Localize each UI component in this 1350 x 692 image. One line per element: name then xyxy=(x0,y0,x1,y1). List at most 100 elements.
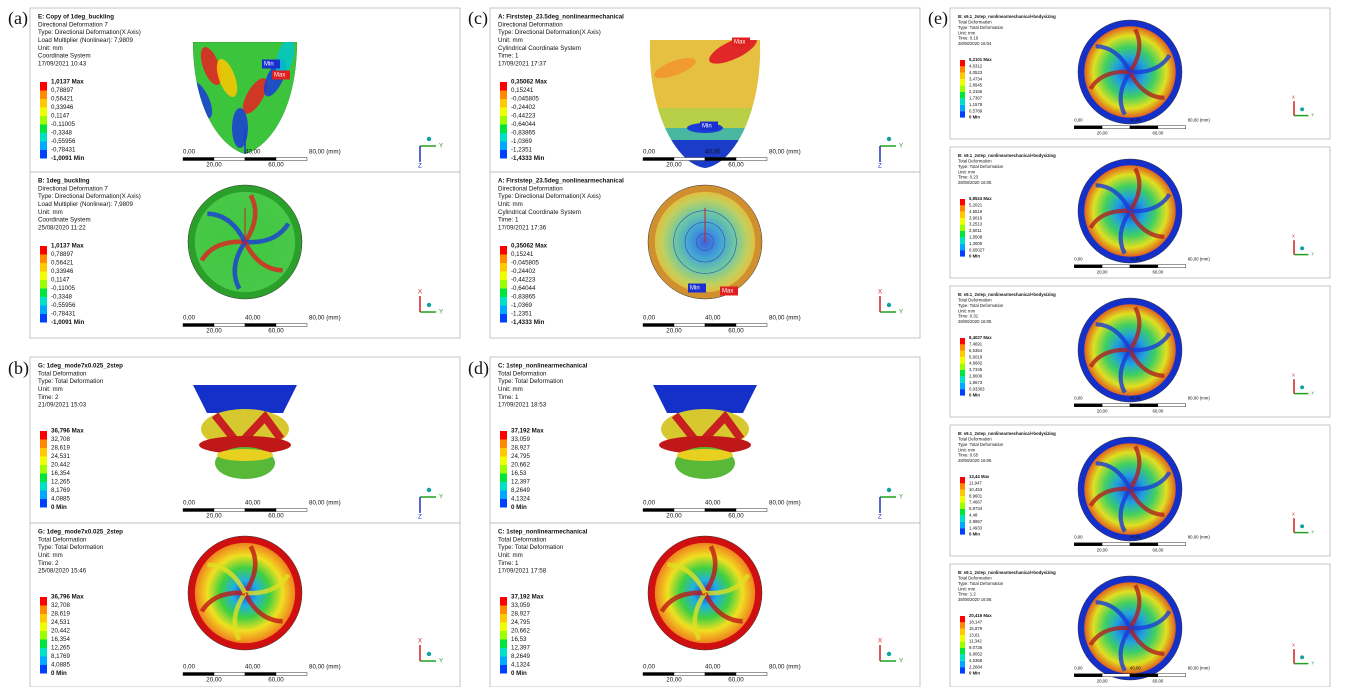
view-info: Unit: mm xyxy=(38,209,63,216)
legend-label: 3,4734 xyxy=(969,76,983,81)
legend-swatch xyxy=(960,351,965,357)
legend-swatch xyxy=(960,111,965,117)
legend-swatch xyxy=(500,297,507,306)
triad-label: Y xyxy=(1311,391,1314,396)
legend-label: 33,059 xyxy=(511,436,530,443)
legend-label: 1,0137 Max xyxy=(51,79,84,86)
scale-label: 80,00 (mm) xyxy=(769,149,801,156)
view-info: Unit: mm xyxy=(958,586,976,591)
legend-label: 0,15241 xyxy=(511,251,534,258)
legend-swatch xyxy=(40,606,47,615)
legend-label: 28,619 xyxy=(51,611,70,618)
legend-label: 0,1147 xyxy=(51,277,70,284)
scale-label: 40,00 xyxy=(245,664,261,671)
legend-label: 5,2021 xyxy=(969,203,983,208)
legend-label: -0,11005 xyxy=(51,285,76,292)
legend-swatch xyxy=(960,205,965,211)
view-info: Time: 0.23 xyxy=(958,175,979,180)
view-title: A: Firststep_23.5deg_nonlinearmechanical xyxy=(498,178,624,185)
scale-label: 0,00 xyxy=(1074,534,1083,539)
legend-swatch xyxy=(40,314,47,323)
legend-swatch xyxy=(960,231,965,237)
legend-label: 1,1578 xyxy=(969,102,983,107)
view-info: 17/09/2021 17:37 xyxy=(498,60,547,67)
view-info: Directional Deformation 7 xyxy=(38,21,108,28)
scale-label: 60,00 xyxy=(1153,130,1164,135)
legend-swatch xyxy=(500,82,507,91)
scale-label: 40,00 xyxy=(1130,665,1141,670)
legend-swatch xyxy=(960,522,965,528)
scale-label: 60,00 xyxy=(1153,269,1164,274)
legend-swatch xyxy=(40,125,47,134)
view-info: Time: 0.65 xyxy=(958,453,979,458)
scale-bar-segment xyxy=(1074,404,1102,407)
view-info: 17/09/2021 10:43 xyxy=(38,60,87,67)
scale-bar-segment xyxy=(183,324,214,327)
legend-swatch xyxy=(40,614,47,623)
legend-swatch xyxy=(960,509,965,515)
legend-label: 1,7367 xyxy=(969,96,983,101)
legend-swatch xyxy=(40,108,47,117)
view-info: 17/09/2021 18:53 xyxy=(498,402,547,409)
legend-swatch xyxy=(500,448,507,457)
view-info: Unit: mm xyxy=(958,308,976,313)
legend-label: 13,61 xyxy=(969,632,980,637)
legend-swatch xyxy=(960,86,965,92)
legend-label: 0,93363 xyxy=(969,386,985,391)
scale-bar-segment xyxy=(736,158,767,161)
legend-swatch xyxy=(500,306,507,315)
figure: (a)E: Copy of 1deg_bucklingDirectional D… xyxy=(0,0,1350,687)
scale-label: 0,00 xyxy=(643,500,656,507)
view-info: Unit: mm xyxy=(958,30,976,35)
legend-label: -0,83865 xyxy=(511,130,536,137)
view-info: 25/08/2020 15:46 xyxy=(38,568,87,575)
view-info: Unit: mm xyxy=(498,37,523,44)
legend-swatch xyxy=(500,491,507,500)
triad-sphere xyxy=(887,488,891,492)
legend-swatch xyxy=(960,237,965,243)
legend-label: 4,6682 xyxy=(969,361,983,366)
legend-swatch xyxy=(960,503,965,509)
legend-swatch xyxy=(960,92,965,98)
scale-label: 80,00 (mm) xyxy=(309,149,341,156)
scale-label: 0,00 xyxy=(183,664,196,671)
legend-swatch xyxy=(960,490,965,496)
legend-label: 0 Min xyxy=(969,254,980,259)
legend-swatch xyxy=(500,272,507,281)
triad-label: Y xyxy=(439,143,443,150)
view-title: G: 1deg_mode7x0.025_2step xyxy=(38,529,123,536)
legend-label: -1,4333 Min xyxy=(511,155,545,162)
legend-label: 9,0736 xyxy=(969,645,983,650)
legend-swatch xyxy=(960,60,965,66)
triad-sphere xyxy=(1300,655,1304,659)
legend-label: -0,3348 xyxy=(51,294,73,301)
legend-swatch xyxy=(40,280,47,289)
view-info: 25/08/2020 11:22 xyxy=(38,224,86,231)
scale-label: 20,00 xyxy=(206,328,222,335)
triad-sphere xyxy=(887,137,891,141)
legend-swatch xyxy=(960,528,965,534)
triad-label: Y xyxy=(439,309,443,316)
triad-sphere xyxy=(427,137,431,141)
legend-label: -0,44223 xyxy=(511,277,536,284)
legend-swatch xyxy=(960,477,965,483)
triad-sphere xyxy=(427,652,431,656)
scale-label: 60,00 xyxy=(268,328,284,335)
legend-swatch xyxy=(960,661,965,667)
legend-label: 18,147 xyxy=(969,620,983,625)
scale-label: 60,00 xyxy=(268,677,284,684)
legend-swatch xyxy=(40,272,47,281)
scale-bar-segment xyxy=(1130,126,1158,129)
legend-label: 32,708 xyxy=(51,436,70,443)
triad-label: Y xyxy=(899,143,903,150)
view-info: Unit: mm xyxy=(498,552,523,559)
view-info: Total Deformation xyxy=(958,298,992,303)
legend-label: 0,65027 xyxy=(969,247,985,252)
scale-bar-segment xyxy=(705,158,736,161)
triad-label: Y xyxy=(899,309,903,316)
legend-label: 20,662 xyxy=(511,628,530,635)
scale-label: 80,00 (mm) xyxy=(309,500,341,507)
scale-bar-segment xyxy=(214,509,245,512)
legend-swatch xyxy=(40,91,47,100)
legend-swatch xyxy=(960,667,965,673)
